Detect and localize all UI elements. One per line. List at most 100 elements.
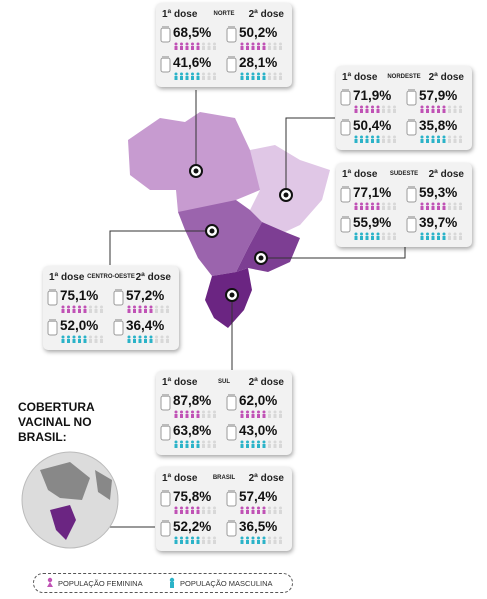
icons bbox=[226, 394, 282, 418]
male-dose2-pct: 36,4% bbox=[126, 318, 165, 333]
icons bbox=[160, 26, 216, 50]
icons bbox=[406, 119, 462, 143]
region-card: 1ª dose CENTRO-OESTE 2ª dose 75,1% 57,2% 52,0… bbox=[43, 266, 179, 350]
male-cell: 52,2% bbox=[160, 519, 224, 547]
region-name: BRASIL bbox=[212, 475, 236, 481]
female-cell: 71,9% bbox=[340, 88, 404, 116]
icons bbox=[160, 520, 216, 544]
dose1-label: 1ª dose bbox=[49, 272, 85, 283]
female-dose2-pct: 57,4% bbox=[239, 489, 278, 504]
male-dose1-pct: 50,4% bbox=[353, 118, 392, 133]
male-dose1-pct: 52,2% bbox=[173, 519, 212, 534]
title: COBERTURA VACINAL NO BRASIL: bbox=[18, 400, 95, 444]
female-cell: 62,0% bbox=[226, 393, 290, 421]
male-cell: 63,8% bbox=[160, 423, 224, 451]
region-card: 1ª dose BRASIL 2ª dose 75,8% 57,4% 52,2% 36,5% bbox=[156, 467, 292, 551]
male-cell: 43,0% bbox=[226, 423, 290, 451]
dose2-label: 2ª dose bbox=[248, 377, 284, 388]
icons bbox=[406, 216, 462, 240]
male-cell: 35,8% bbox=[406, 118, 470, 146]
male-dose2-pct: 39,7% bbox=[419, 215, 458, 230]
icons bbox=[47, 289, 103, 313]
female-dose1-pct: 87,8% bbox=[173, 393, 212, 408]
female-dose2-pct: 59,3% bbox=[419, 185, 458, 200]
region-name: SUL bbox=[218, 379, 230, 385]
female-cell: 75,8% bbox=[160, 489, 224, 517]
legend-female: POPULAÇÃO FEMININA bbox=[58, 579, 143, 588]
male-dose1-pct: 55,9% bbox=[353, 215, 392, 230]
icons bbox=[226, 490, 282, 514]
icons bbox=[226, 56, 282, 80]
female-cell: 68,5% bbox=[160, 25, 224, 53]
female-cell: 77,1% bbox=[340, 185, 404, 213]
male-cell: 36,4% bbox=[113, 318, 177, 346]
female-cell: 50,2% bbox=[226, 25, 290, 53]
male-cell: 55,9% bbox=[340, 215, 404, 243]
icons bbox=[47, 319, 103, 343]
icons bbox=[226, 520, 282, 544]
female-cell: 57,2% bbox=[113, 288, 177, 316]
region-card: 1ª dose NORDESTE 2ª dose 71,9% 57,9% 50,4% 35,… bbox=[336, 66, 472, 150]
dose1-label: 1ª dose bbox=[162, 9, 198, 20]
legend: POPULAÇÃO FEMININA POPULAÇÃO MASCULINA bbox=[33, 573, 293, 593]
male-dose1-pct: 63,8% bbox=[173, 423, 212, 438]
brazil-map bbox=[128, 112, 330, 328]
female-cell: 87,8% bbox=[160, 393, 224, 421]
male-cell: 52,0% bbox=[47, 318, 111, 346]
female-dose2-pct: 62,0% bbox=[239, 393, 278, 408]
female-dose1-pct: 71,9% bbox=[353, 88, 392, 103]
icons bbox=[113, 289, 169, 313]
icons bbox=[160, 424, 216, 448]
male-dose2-pct: 35,8% bbox=[419, 118, 458, 133]
male-dose2-pct: 43,0% bbox=[239, 423, 278, 438]
region-card: 1ª dose SUDESTE 2ª dose 77,1% 59,3% 55,9% 39,7… bbox=[336, 163, 472, 247]
male-icon bbox=[169, 577, 175, 588]
female-dose1-pct: 68,5% bbox=[173, 25, 212, 40]
female-cell: 57,9% bbox=[406, 88, 470, 116]
female-cell: 59,3% bbox=[406, 185, 470, 213]
dose2-label: 2ª dose bbox=[248, 473, 284, 484]
male-dose1-pct: 52,0% bbox=[60, 318, 99, 333]
icons bbox=[160, 394, 216, 418]
female-dose2-pct: 50,2% bbox=[239, 25, 278, 40]
dose2-label: 2ª dose bbox=[135, 272, 171, 283]
icons bbox=[226, 26, 282, 50]
dose2-label: 2ª dose bbox=[248, 9, 284, 20]
male-dose1-pct: 41,6% bbox=[173, 55, 212, 70]
female-dose1-pct: 77,1% bbox=[353, 185, 392, 200]
female-dose1-pct: 75,8% bbox=[173, 489, 212, 504]
female-dose1-pct: 75,1% bbox=[60, 288, 99, 303]
region-name: NORDESTE bbox=[387, 74, 421, 80]
legend-male: POPULAÇÃO MASCULINA bbox=[180, 579, 273, 588]
male-cell: 41,6% bbox=[160, 55, 224, 83]
dose2-label: 2ª dose bbox=[428, 72, 464, 83]
female-dose2-pct: 57,9% bbox=[419, 88, 458, 103]
dose1-label: 1ª dose bbox=[162, 377, 198, 388]
male-cell: 28,1% bbox=[226, 55, 290, 83]
icons bbox=[406, 89, 462, 113]
icons bbox=[340, 89, 396, 113]
dose2-label: 2ª dose bbox=[428, 169, 464, 180]
region-name: NORTE bbox=[213, 11, 235, 17]
region-name: SUDESTE bbox=[389, 171, 419, 177]
female-icon bbox=[47, 577, 53, 587]
male-dose2-pct: 28,1% bbox=[239, 55, 278, 70]
female-cell: 75,1% bbox=[47, 288, 111, 316]
region-card: 1ª dose SUL 2ª dose 87,8% 62,0% 63,8% 43,0% bbox=[156, 371, 292, 455]
icons bbox=[226, 424, 282, 448]
male-cell: 36,5% bbox=[226, 519, 290, 547]
male-cell: 50,4% bbox=[340, 118, 404, 146]
markers bbox=[189, 164, 293, 302]
region-card: 1ª dose NORTE 2ª dose 68,5% 50,2% 41,6% 28,1% bbox=[156, 3, 292, 87]
dose1-label: 1ª dose bbox=[342, 169, 378, 180]
icons bbox=[340, 186, 396, 210]
male-cell: 39,7% bbox=[406, 215, 470, 243]
dose1-label: 1ª dose bbox=[342, 72, 378, 83]
female-cell: 57,4% bbox=[226, 489, 290, 517]
icons bbox=[406, 186, 462, 210]
globe bbox=[21, 451, 119, 549]
icons bbox=[340, 216, 396, 240]
male-dose2-pct: 36,5% bbox=[239, 519, 278, 534]
